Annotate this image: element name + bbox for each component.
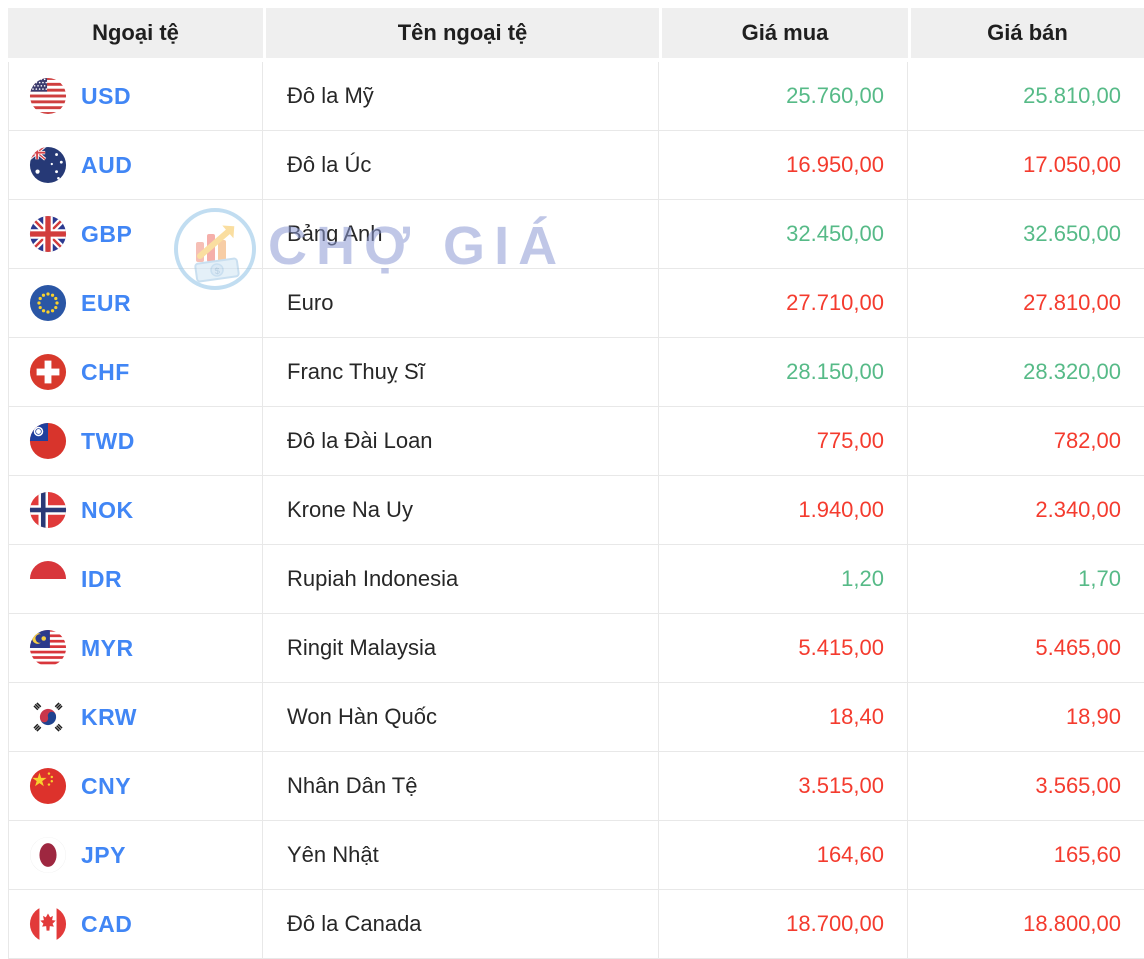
buy-price: 25.760,00: [659, 62, 908, 131]
currency-name: Đô la Đài Loan: [263, 407, 659, 476]
flag-usd-icon: [29, 77, 67, 115]
table-row[interactable]: AUD Đô la Úc 16.950,00 17.050,00: [8, 131, 1144, 200]
currency-code-link[interactable]: JPY: [81, 841, 126, 868]
sell-price: 18,90: [908, 683, 1144, 752]
buy-price: 1.940,00: [659, 476, 908, 545]
currency-name: Bảng Anh: [263, 200, 659, 269]
currency-code-link[interactable]: IDR: [81, 565, 123, 592]
currency-name: Đô la Canada: [263, 890, 659, 959]
table-body: USD Đô la Mỹ 25.760,00 25.810,00 AUD: [8, 62, 1144, 959]
col-header-currency: Ngoại tệ: [8, 8, 263, 62]
flag-jpy-icon: [29, 836, 67, 874]
sell-price: 17.050,00: [908, 131, 1144, 200]
currency-code-link[interactable]: CNY: [81, 772, 132, 799]
currency-code-link[interactable]: TWD: [81, 427, 135, 454]
flag-gbp-icon: [29, 215, 67, 253]
buy-price: 16.950,00: [659, 131, 908, 200]
flag-idr-icon: [29, 560, 67, 598]
buy-price: 28.150,00: [659, 338, 908, 407]
table-row[interactable]: KRW Won Hàn Quốc 18,40 18,90: [8, 683, 1144, 752]
currency-name: Krone Na Uy: [263, 476, 659, 545]
currency-name: Đô la Mỹ: [263, 62, 659, 131]
sell-price: 165,60: [908, 821, 1144, 890]
sell-price: 25.810,00: [908, 62, 1144, 131]
currency-name: Won Hàn Quốc: [263, 683, 659, 752]
flag-myr-icon: [29, 629, 67, 667]
buy-price: 32.450,00: [659, 200, 908, 269]
sell-price: 2.340,00: [908, 476, 1144, 545]
currency-code-link[interactable]: EUR: [81, 289, 132, 316]
currency-name: Ringit Malaysia: [263, 614, 659, 683]
sell-price: 782,00: [908, 407, 1144, 476]
table-row[interactable]: EUR Euro 27.710,00 27.810,00: [8, 269, 1144, 338]
flag-krw-icon: [29, 698, 67, 736]
table-row[interactable]: NOK Krone Na Uy 1.940,00 2.340,00: [8, 476, 1144, 545]
currency-code-link[interactable]: NOK: [81, 496, 134, 523]
currency-code-link[interactable]: AUD: [81, 151, 133, 178]
currency-name: Đô la Úc: [263, 131, 659, 200]
currency-name: Yên Nhật: [263, 821, 659, 890]
exchange-rate-table: Ngoại tệ Tên ngoại tệ Giá mua Giá bán US…: [8, 8, 1144, 959]
buy-price: 1,20: [659, 545, 908, 614]
flag-cny-icon: [29, 767, 67, 805]
currency-code-link[interactable]: CHF: [81, 358, 130, 385]
table-row[interactable]: CHF Franc Thuỵ Sĩ 28.150,00 28.320,00: [8, 338, 1144, 407]
table-row[interactable]: IDR Rupiah Indonesia 1,20 1,70: [8, 545, 1144, 614]
currency-code-link[interactable]: GBP: [81, 220, 133, 247]
col-header-currency-name: Tên ngoại tệ: [263, 8, 659, 62]
flag-chf-icon: [29, 353, 67, 391]
buy-price: 18,40: [659, 683, 908, 752]
sell-price: 28.320,00: [908, 338, 1144, 407]
sell-price: 1,70: [908, 545, 1144, 614]
buy-price: 5.415,00: [659, 614, 908, 683]
sell-price: 5.465,00: [908, 614, 1144, 683]
currency-code-link[interactable]: CAD: [81, 910, 133, 937]
buy-price: 3.515,00: [659, 752, 908, 821]
table-row[interactable]: CNY Nhân Dân Tệ 3.515,00 3.565,00: [8, 752, 1144, 821]
sell-price: 3.565,00: [908, 752, 1144, 821]
flag-aud-icon: [29, 146, 67, 184]
table-row[interactable]: GBP Bảng Anh 32.450,00 32.650,00: [8, 200, 1144, 269]
buy-price: 18.700,00: [659, 890, 908, 959]
flag-cad-icon: [29, 905, 67, 943]
sell-price: 27.810,00: [908, 269, 1144, 338]
currency-name: Euro: [263, 269, 659, 338]
sell-price: 32.650,00: [908, 200, 1144, 269]
currency-code-link[interactable]: USD: [81, 82, 132, 109]
table-row[interactable]: USD Đô la Mỹ 25.760,00 25.810,00: [8, 62, 1144, 131]
currency-name: Nhân Dân Tệ: [263, 752, 659, 821]
sell-price: 18.800,00: [908, 890, 1144, 959]
col-header-buy-price: Giá mua: [659, 8, 908, 62]
flag-nok-icon: [29, 491, 67, 529]
flag-eur-icon: [29, 284, 67, 322]
buy-price: 775,00: [659, 407, 908, 476]
table-row[interactable]: MYR Ringit Malaysia 5.415,00 5.465,00: [8, 614, 1144, 683]
flag-twd-icon: [29, 422, 67, 460]
table-row[interactable]: CAD Đô la Canada 18.700,00 18.800,00: [8, 890, 1144, 959]
currency-name: Franc Thuỵ Sĩ: [263, 338, 659, 407]
currency-name: Rupiah Indonesia: [263, 545, 659, 614]
table-header: Ngoại tệ Tên ngoại tệ Giá mua Giá bán: [8, 8, 1144, 62]
currency-code-link[interactable]: MYR: [81, 634, 134, 661]
buy-price: 27.710,00: [659, 269, 908, 338]
buy-price: 164,60: [659, 821, 908, 890]
col-header-sell-price: Giá bán: [908, 8, 1144, 62]
table-row[interactable]: JPY Yên Nhật 164,60 165,60: [8, 821, 1144, 890]
currency-code-link[interactable]: KRW: [81, 703, 138, 730]
table-row[interactable]: TWD Đô la Đài Loan 775,00 782,00: [8, 407, 1144, 476]
